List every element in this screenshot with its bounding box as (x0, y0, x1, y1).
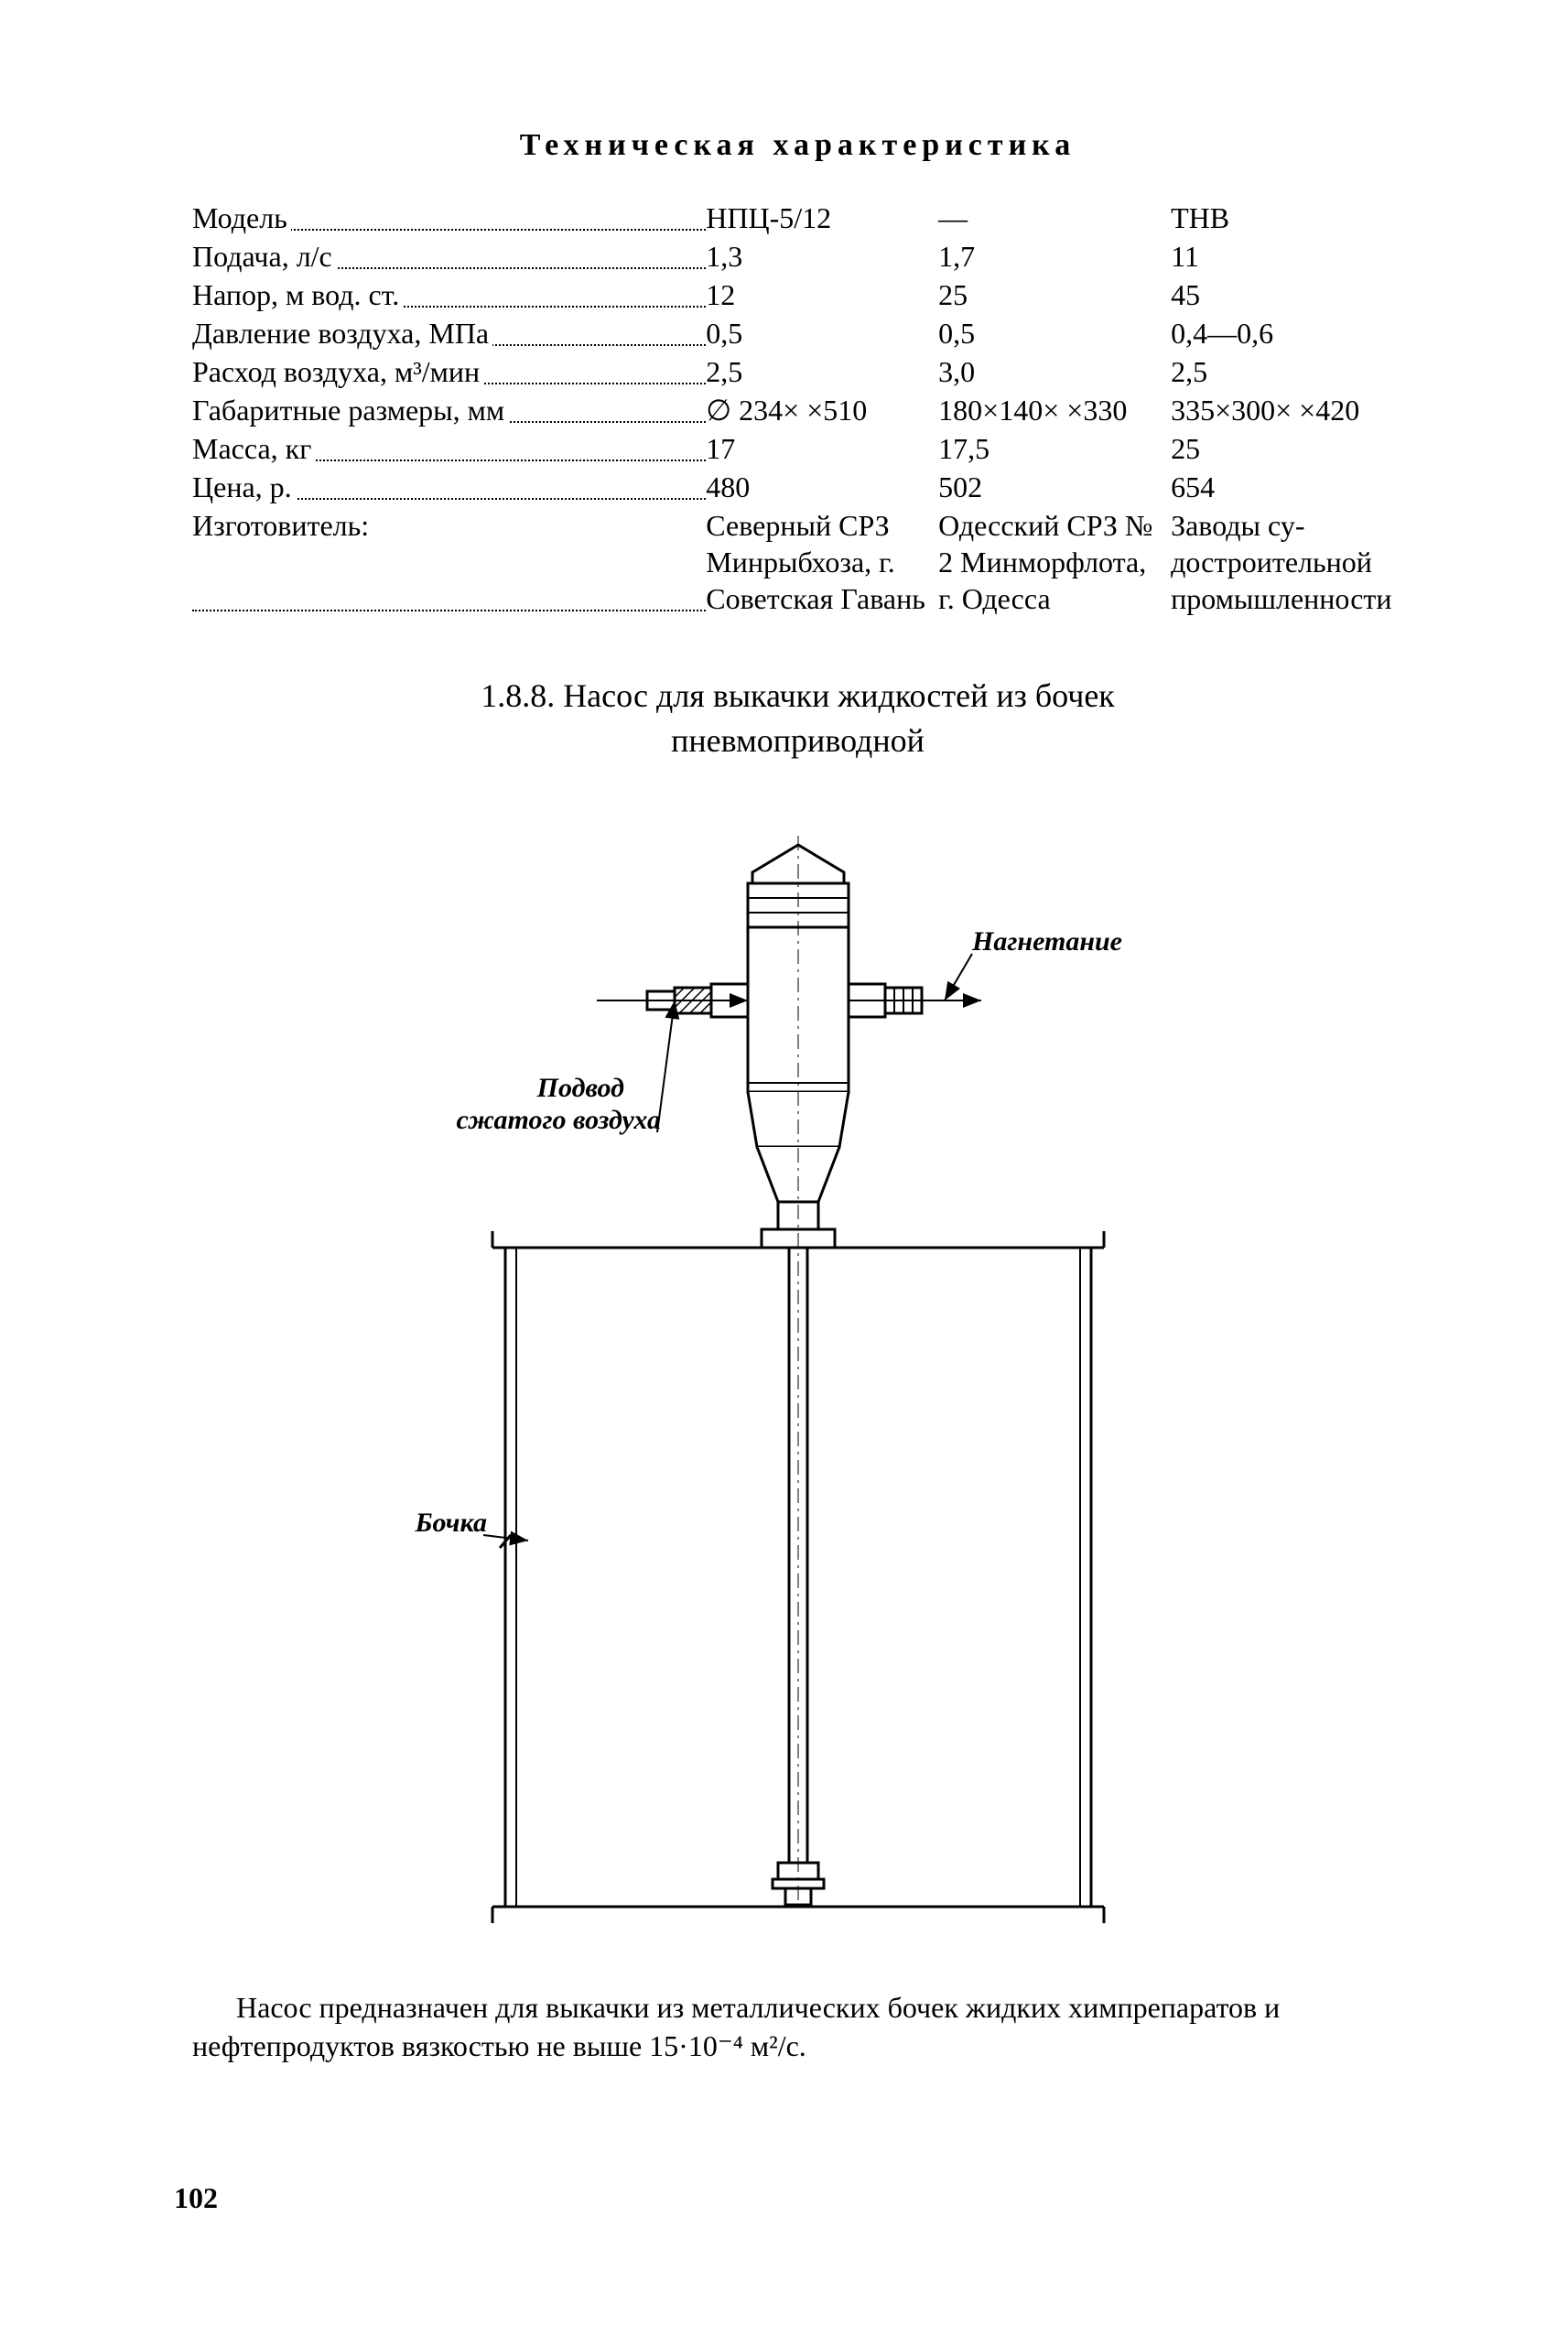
pump-diagram: Нагнетание Подводсжатого воздуха Бочка (386, 808, 1210, 1934)
spec-value-cell: 25 (1171, 430, 1403, 469)
diagram-label-air_supply_l1: Подвод (535, 1073, 623, 1103)
spec-value-cell: ТНВ (1171, 200, 1403, 238)
diagram-label-air_supply_l2: сжатого воздуха (456, 1105, 661, 1135)
spec-label: Изготовитель: (192, 509, 373, 542)
spec-value-cell: 502 (938, 469, 1171, 507)
spec-value-cell: 17,5 (938, 430, 1171, 469)
document-page: Техническая характеристика Модель НПЦ-5/1… (0, 0, 1568, 2325)
spec-value-cell: 17 (706, 430, 938, 469)
spec-label: Масса, кг (192, 432, 315, 465)
table-row: Изготовитель: Северный СРЗ Мин­рыбхоза, г… (192, 507, 1403, 619)
subsection-title: 1.8.8. Насос для выкачки жидкостей из бо… (192, 674, 1403, 762)
spec-label-cell: Подача, л/с (192, 238, 706, 276)
diagram-container: Нагнетание Подводсжатого воздуха Бочка (192, 808, 1403, 1934)
spec-label: Напор, м вод. ст. (192, 278, 403, 311)
spec-value-cell: 12 (706, 276, 938, 315)
table-row: Подача, л/с 1,31,711 (192, 238, 1403, 276)
spec-value-cell: Заводы су­дострои­тельной промыш­ленност… (1171, 507, 1403, 619)
spec-value-cell: 0,5 (706, 315, 938, 353)
spec-label-cell: Модель (192, 200, 706, 238)
spec-value-cell: ∅ 234× ×510 (706, 392, 938, 430)
spec-table: МодельНПЦ-5/12—ТНВПодача, л/с1,31,711Нап… (192, 200, 1403, 619)
spec-label-cell: Расход воздуха, м³/мин (192, 353, 706, 392)
subsection-number: 1.8.8. (481, 677, 555, 714)
spec-value-cell: НПЦ-5/12 (706, 200, 938, 238)
spec-value-cell: 1,7 (938, 238, 1171, 276)
spec-label-cell: Давление воздуха, МПа (192, 315, 706, 353)
spec-value-cell: 3,0 (938, 353, 1171, 392)
spec-value-cell: 11 (1171, 238, 1403, 276)
spec-label-cell: Изготовитель: (192, 507, 706, 619)
spec-label: Давление воздуха, МПа (192, 317, 492, 350)
bottom-paragraph: Насос предназначен для выкачки из металл… (192, 1989, 1403, 2065)
page-number: 102 (174, 2181, 218, 2215)
spec-section-title: Техническая характеристика (192, 128, 1403, 163)
spec-label-cell: Масса, кг (192, 430, 706, 469)
spec-value-cell: 2,5 (1171, 353, 1403, 392)
leader-dots (192, 610, 706, 611)
spec-label: Подача, л/с (192, 240, 336, 273)
subsection-line1: Насос для выкачки жидкостей из бочек (563, 677, 1115, 714)
spec-value-cell: Северный СРЗ Мин­рыбхоза, г. Совет­ская … (706, 507, 938, 619)
spec-label: Расход воздуха, м³/мин (192, 355, 483, 388)
table-row: Габаритные размеры, мм ∅ 234× ×510180×140… (192, 392, 1403, 430)
table-row: Давление воздуха, МПа0,50,50,4—0,6 (192, 315, 1403, 353)
spec-value-cell: 335×300× ×420 (1171, 392, 1403, 430)
table-row: Цена, р. 480502654 (192, 469, 1403, 507)
spec-value-cell: 0,4—0,6 (1171, 315, 1403, 353)
spec-label: Габаритные размеры, мм (192, 394, 508, 427)
spec-value-cell: Одесский СРЗ № 2 Минмор­флота, г. Одесса (938, 507, 1171, 619)
diagram-label-discharge: Нагнетание (971, 926, 1122, 957)
spec-label-cell: Цена, р. (192, 469, 706, 507)
table-row: Расход воздуха, м³/мин 2,53,02,5 (192, 353, 1403, 392)
spec-label: Цена, р. (192, 470, 296, 503)
subsection-line2: пневмоприводной (671, 722, 925, 759)
spec-value-cell: 480 (706, 469, 938, 507)
diagram-label-barrel: Бочка (414, 1508, 487, 1538)
spec-value-cell: 180×140× ×330 (938, 392, 1171, 430)
spec-value-cell: 0,5 (938, 315, 1171, 353)
table-row: Напор, м вод. ст. 122545 (192, 276, 1403, 315)
table-row: Модель НПЦ-5/12—ТНВ (192, 200, 1403, 238)
spec-value-cell: 1,3 (706, 238, 938, 276)
table-row: Масса, кг 1717,525 (192, 430, 1403, 469)
spec-value-cell: 45 (1171, 276, 1403, 315)
spec-label-cell: Напор, м вод. ст. (192, 276, 706, 315)
spec-label-cell: Габаритные размеры, мм (192, 392, 706, 430)
spec-label: Модель (192, 201, 291, 234)
spec-value-cell: 654 (1171, 469, 1403, 507)
spec-value-cell: 2,5 (706, 353, 938, 392)
spec-value-cell: — (938, 200, 1171, 238)
spec-value-cell: 25 (938, 276, 1171, 315)
